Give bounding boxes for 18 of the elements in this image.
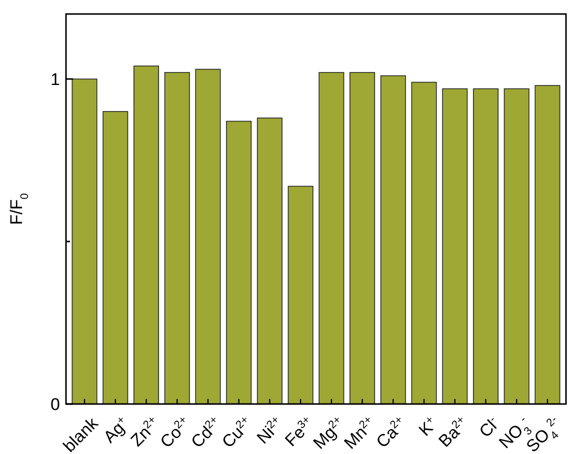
bar <box>226 120 252 404</box>
bar <box>411 82 437 404</box>
bar <box>350 72 376 404</box>
bar <box>473 88 498 404</box>
bar <box>164 72 190 404</box>
bar <box>380 75 406 404</box>
bar <box>288 186 314 404</box>
bar <box>534 85 560 404</box>
bar <box>442 88 468 404</box>
bar <box>134 66 159 404</box>
bar <box>256 118 282 404</box>
y-tick-label: 1 <box>50 70 60 89</box>
bar <box>72 78 98 404</box>
bar <box>102 111 128 404</box>
bar <box>195 68 221 404</box>
bar <box>504 88 530 404</box>
y-tick-label: 0 <box>50 394 60 414</box>
bar <box>318 72 344 404</box>
